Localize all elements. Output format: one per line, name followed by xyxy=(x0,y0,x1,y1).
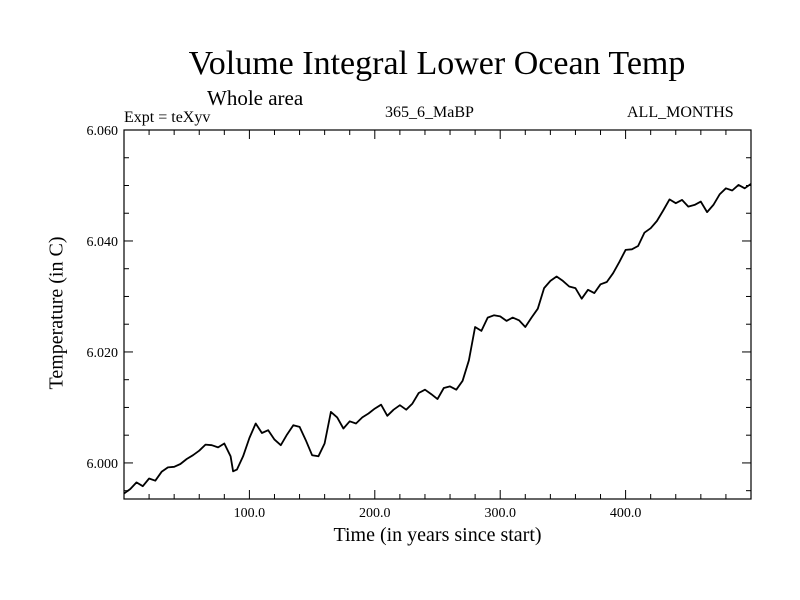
experiment-label: Expt = teXyv xyxy=(124,109,211,126)
x-tick-label: 400.0 xyxy=(610,506,642,521)
x-tick-label: 100.0 xyxy=(234,506,266,521)
chart-title: Volume Integral Lower Ocean Temp xyxy=(188,45,686,82)
run-label: 365_6_MaBP xyxy=(385,104,474,121)
months-label: ALL_MONTHS xyxy=(627,104,734,121)
y-tick-label: 6.020 xyxy=(87,346,119,361)
x-axis-label: Time (in years since start) xyxy=(333,524,542,546)
y-tick-label: 6.000 xyxy=(87,457,119,472)
y-tick-label: 6.060 xyxy=(87,124,119,139)
y-tick-label: 6.040 xyxy=(87,235,119,250)
plot-frame xyxy=(123,129,752,500)
x-tick-label: 200.0 xyxy=(359,506,391,521)
chart-subtitle: Whole area xyxy=(207,86,304,110)
x-tick-label: 300.0 xyxy=(484,506,516,521)
temperature-series-line xyxy=(123,183,752,495)
